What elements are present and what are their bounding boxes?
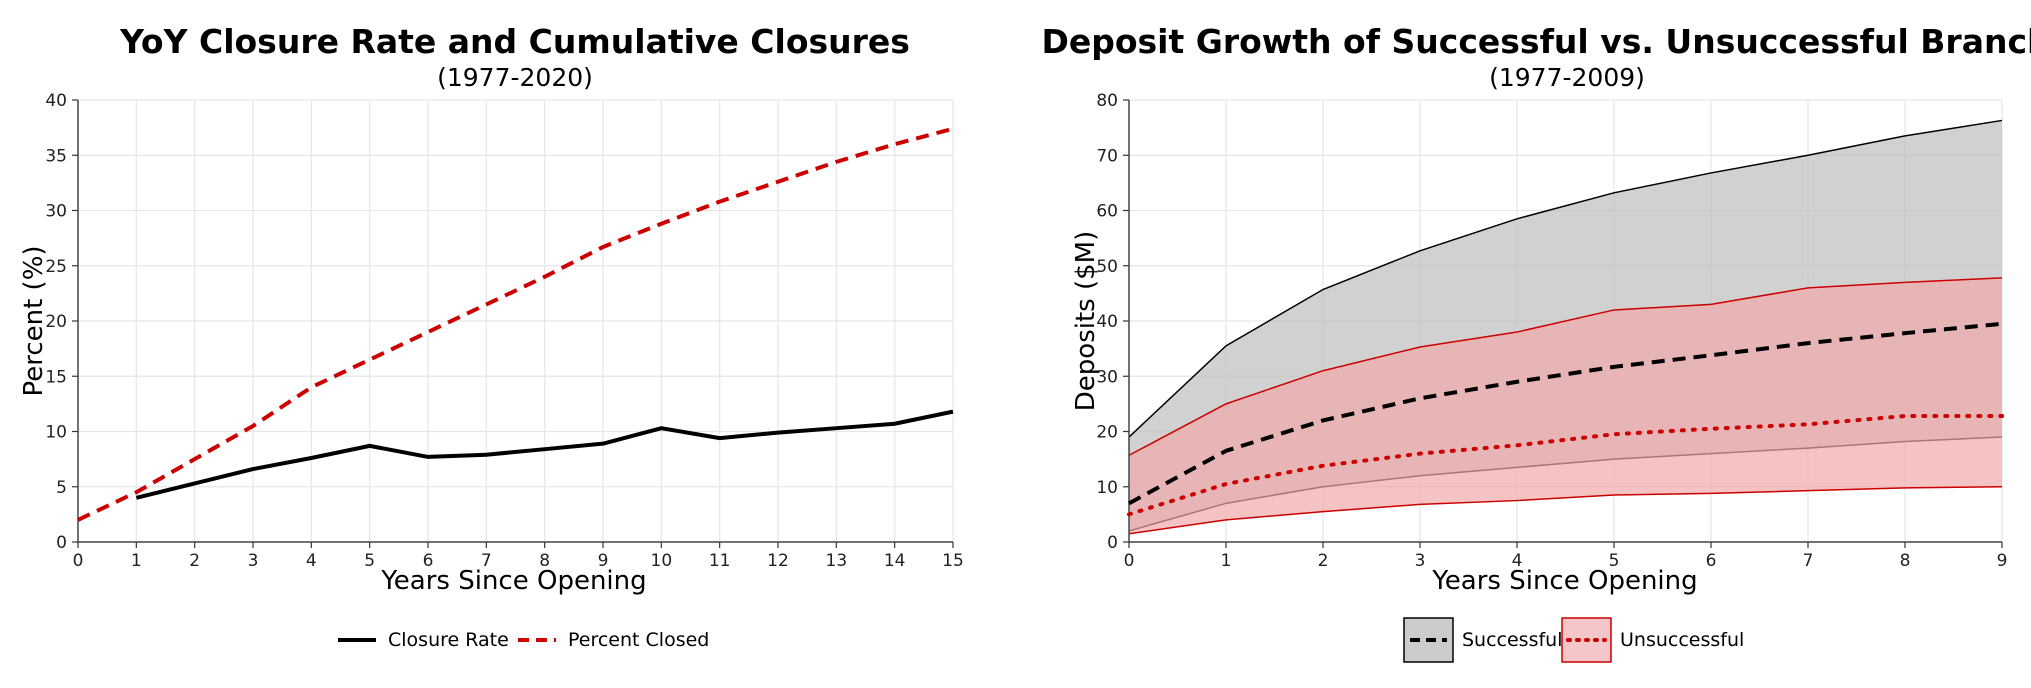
series-line-closure-rate bbox=[135, 409, 954, 500]
x-tick-label: 3 bbox=[248, 551, 259, 571]
x-tick-label: 4 bbox=[306, 551, 317, 571]
x-tick-label: 7 bbox=[481, 551, 492, 571]
y-tick-label: 30 bbox=[45, 202, 67, 222]
series-line-percent-closed bbox=[77, 126, 954, 522]
y-tick-label: 0 bbox=[56, 533, 67, 553]
axes bbox=[1123, 99, 2003, 548]
tick-labels: 0 1 2 3 4 5 6 7 8 9 0 10 20 30 40 50 60 70 80 bbox=[1096, 91, 2007, 571]
y-tick-label: 70 bbox=[1096, 146, 1118, 166]
x-tick-label: 8 bbox=[539, 551, 550, 571]
x-tick-label: 5 bbox=[364, 551, 375, 571]
band-upper-successful bbox=[1128, 119, 2003, 438]
x-tick-label: 14 bbox=[884, 551, 906, 571]
closure-rate-chart: YoY Closure Rate and Cumulative Closures… bbox=[19, 22, 964, 651]
y-tick-label: 40 bbox=[1096, 312, 1118, 332]
x-tick-label: 2 bbox=[189, 551, 200, 571]
y-tick-label: 20 bbox=[45, 312, 67, 332]
x-tick-label: 2 bbox=[1318, 551, 1329, 571]
y-tick-label: 30 bbox=[1096, 367, 1118, 387]
x-tick-label: 12 bbox=[767, 551, 789, 571]
y-tick-label: 10 bbox=[45, 423, 67, 443]
x-tick-label: 7 bbox=[1803, 551, 1814, 571]
y-tick-label: 60 bbox=[1096, 202, 1118, 222]
chart-title: YoY Closure Rate and Cumulative Closures bbox=[119, 22, 910, 61]
y-axis-label: Deposits ($M) bbox=[1071, 231, 1101, 411]
y-tick-label: 25 bbox=[45, 257, 67, 277]
chart-subtitle: (1977-2020) bbox=[437, 63, 593, 92]
legend: Closure Rate Percent Closed bbox=[338, 629, 709, 651]
x-tick-label: 15 bbox=[942, 551, 964, 571]
y-tick-label: 50 bbox=[1096, 257, 1118, 277]
x-tick-label: 1 bbox=[131, 551, 142, 571]
y-tick-label: 40 bbox=[45, 91, 67, 111]
chart-title: Deposit Growth of Successful vs. Unsucce… bbox=[1041, 22, 2031, 61]
legend-label-percent-closed: Percent Closed bbox=[568, 629, 709, 651]
legend-label-unsuccessful: Unsuccessful bbox=[1620, 629, 1744, 651]
x-tick-label: 0 bbox=[1124, 551, 1135, 571]
x-tick-label: 4 bbox=[1512, 551, 1523, 571]
x-tick-label: 10 bbox=[651, 551, 673, 571]
x-axis-label: Years Since Opening bbox=[1431, 566, 1697, 596]
band-upper-unsuccessful bbox=[1128, 277, 2003, 456]
x-tick-label: 13 bbox=[826, 551, 848, 571]
x-axis-label: Years Since Opening bbox=[380, 566, 646, 596]
band-unsuccessful bbox=[1129, 277, 2002, 534]
series-lines bbox=[77, 126, 954, 522]
x-tick-label: 3 bbox=[1415, 551, 1426, 571]
x-tick-label: 11 bbox=[709, 551, 731, 571]
x-tick-label: 5 bbox=[1609, 551, 1620, 571]
grid bbox=[77, 99, 954, 543]
x-tick-label: 6 bbox=[1706, 551, 1717, 571]
y-tick-label: 35 bbox=[45, 146, 67, 166]
legend-label-successful: Successful bbox=[1462, 629, 1563, 651]
x-tick-label: 9 bbox=[598, 551, 609, 571]
y-tick-label: 5 bbox=[56, 478, 67, 498]
y-tick-label: 15 bbox=[45, 367, 67, 387]
y-tick-label: 0 bbox=[1107, 533, 1118, 553]
y-tick-label: 20 bbox=[1096, 423, 1118, 443]
bands bbox=[1128, 119, 2003, 535]
legend-label-closure-rate: Closure Rate bbox=[388, 629, 509, 651]
chart-subtitle: (1977-2009) bbox=[1489, 63, 1645, 92]
series-lines bbox=[1127, 321, 2004, 517]
deposit-growth-chart: Deposit Growth of Successful vs. Unsucce… bbox=[1041, 22, 2031, 663]
axes bbox=[72, 99, 954, 548]
x-tick-label: 6 bbox=[423, 551, 434, 571]
y-axis-label: Percent (%) bbox=[19, 245, 49, 396]
legend: Successful Unsuccessful bbox=[1403, 617, 1744, 663]
y-tick-label: 10 bbox=[1096, 478, 1118, 498]
x-tick-label: 1 bbox=[1221, 551, 1232, 571]
band-lower-unsuccessful bbox=[1128, 486, 2003, 535]
series-line-unsuccessful bbox=[1127, 414, 2004, 517]
x-tick-label: 0 bbox=[73, 551, 84, 571]
y-tick-label: 80 bbox=[1096, 91, 1118, 111]
x-tick-label: 9 bbox=[1997, 551, 2008, 571]
x-tick-label: 8 bbox=[1900, 551, 1911, 571]
